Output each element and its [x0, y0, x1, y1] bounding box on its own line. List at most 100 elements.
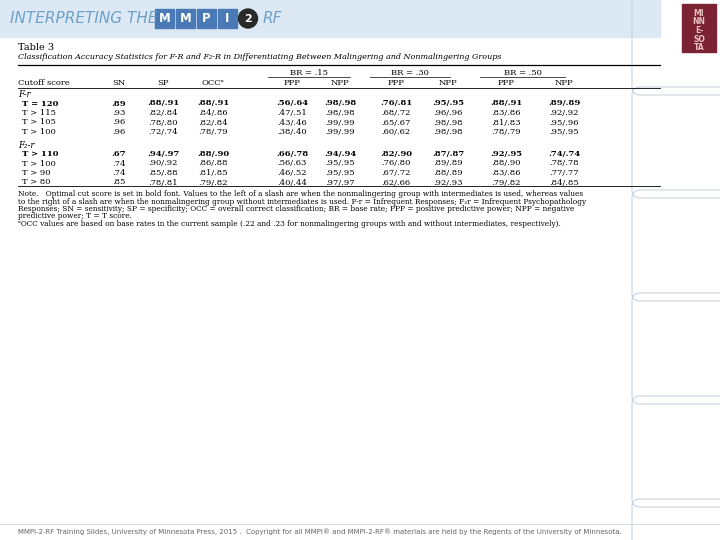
Text: MI: MI — [693, 9, 704, 18]
Text: T = 120: T = 120 — [22, 99, 58, 107]
Text: .74: .74 — [112, 159, 126, 167]
Text: .83/.86: .83/.86 — [491, 109, 521, 117]
Text: RF: RF — [263, 11, 282, 26]
Text: Cutoff score: Cutoff score — [18, 79, 70, 87]
Bar — [218, 9, 237, 28]
Text: .85/.88: .85/.88 — [148, 169, 178, 177]
Text: .98/.98: .98/.98 — [324, 99, 356, 107]
Text: PPP: PPP — [498, 79, 514, 87]
Text: M: M — [158, 12, 171, 25]
Text: T > 100: T > 100 — [22, 128, 55, 136]
Text: to the right of a slash are when the nonmalingering group without intermediates : to the right of a slash are when the non… — [18, 198, 586, 206]
Text: .88/.91: .88/.91 — [147, 99, 179, 107]
Text: .67: .67 — [112, 150, 126, 158]
Text: BR = .15: BR = .15 — [290, 69, 328, 77]
Text: SN: SN — [112, 79, 125, 87]
Text: Responses; SN = sensitivity; SP = specificity; OCC = overall correct classificat: Responses; SN = sensitivity; SP = specif… — [18, 205, 575, 213]
Text: .99/.99: .99/.99 — [325, 128, 355, 136]
Text: .81/.83: .81/.83 — [491, 118, 521, 126]
Text: ᵃOCC values are based on base rates in the current sample (.22 and .23 for nonma: ᵃOCC values are based on base rates in t… — [18, 220, 561, 228]
Text: .56/.63: .56/.63 — [277, 159, 307, 167]
Text: .81/.85: .81/.85 — [198, 169, 228, 177]
Text: F-r: F-r — [18, 90, 31, 99]
Text: .93: .93 — [112, 109, 126, 117]
Text: .96/.96: .96/.96 — [433, 109, 463, 117]
Circle shape — [238, 9, 258, 28]
Bar — [682, 4, 716, 52]
Text: .62/.66: .62/.66 — [382, 179, 410, 186]
Text: .98/.98: .98/.98 — [433, 128, 463, 136]
Text: P: P — [202, 12, 211, 25]
Text: OCCᵃ: OCCᵃ — [202, 79, 225, 87]
Text: .89: .89 — [112, 99, 126, 107]
Text: PPP: PPP — [387, 79, 405, 87]
Text: .84/.86: .84/.86 — [198, 109, 228, 117]
Text: SO: SO — [693, 35, 705, 44]
Text: Note.   Optimal cut score is set in bold font. Values to the left of a slash are: Note. Optimal cut score is set in bold f… — [18, 190, 583, 198]
Text: .67/.72: .67/.72 — [382, 169, 410, 177]
Text: .85: .85 — [112, 179, 126, 186]
Text: .90/.92: .90/.92 — [148, 159, 178, 167]
Text: .87/.87: .87/.87 — [432, 150, 464, 158]
Text: T > 105: T > 105 — [22, 118, 56, 126]
Bar — [155, 9, 174, 28]
Text: .60/.62: .60/.62 — [382, 128, 410, 136]
Text: .82/.84: .82/.84 — [198, 118, 228, 126]
Text: .77/.77: .77/.77 — [549, 169, 579, 177]
Text: .95/.95: .95/.95 — [549, 128, 579, 136]
Text: .47/.51: .47/.51 — [277, 109, 307, 117]
Text: .68/.72: .68/.72 — [382, 109, 410, 117]
Text: INTERPRETING THE: INTERPRETING THE — [10, 11, 158, 26]
Text: T > 80: T > 80 — [22, 179, 50, 186]
Text: .89/.89: .89/.89 — [548, 99, 580, 107]
Text: T > 100: T > 100 — [22, 159, 55, 167]
Text: NPP: NPP — [438, 79, 457, 87]
Text: .95/.95: .95/.95 — [325, 159, 355, 167]
Text: .88/.89: .88/.89 — [433, 169, 463, 177]
Text: .88/.90: .88/.90 — [197, 150, 229, 158]
Text: PPP: PPP — [284, 79, 300, 87]
Text: .43/.46: .43/.46 — [277, 118, 307, 126]
Text: NN: NN — [693, 17, 706, 26]
Bar — [176, 9, 195, 28]
Text: T > 90: T > 90 — [22, 169, 50, 177]
Text: .74: .74 — [112, 169, 126, 177]
Text: .65/.67: .65/.67 — [382, 118, 410, 126]
Text: BR = .30: BR = .30 — [391, 69, 429, 77]
Text: .95/.95: .95/.95 — [325, 169, 355, 177]
Text: .79/.82: .79/.82 — [491, 179, 521, 186]
Text: .96: .96 — [112, 118, 125, 126]
Text: .99/.99: .99/.99 — [325, 118, 355, 126]
Text: .98/.98: .98/.98 — [325, 109, 355, 117]
Text: M: M — [179, 12, 192, 25]
Text: .95/.95: .95/.95 — [432, 99, 464, 107]
Text: F₂-r: F₂-r — [18, 140, 35, 150]
Text: .88/.91: .88/.91 — [197, 99, 229, 107]
Text: .40/.44: .40/.44 — [277, 179, 307, 186]
Text: Classification Accuracy Statistics for F-R and F₂-R in Differentiating Between M: Classification Accuracy Statistics for F… — [18, 53, 502, 61]
Text: E-: E- — [695, 26, 703, 35]
Text: .86/.88: .86/.88 — [198, 159, 228, 167]
Text: .82/.84: .82/.84 — [148, 109, 178, 117]
Text: .38/.40: .38/.40 — [277, 128, 307, 136]
Text: Table 3: Table 3 — [18, 43, 54, 52]
Text: TA: TA — [693, 43, 704, 52]
Text: NPP: NPP — [330, 79, 349, 87]
Text: T > 110: T > 110 — [22, 150, 58, 158]
Text: BR = .50: BR = .50 — [503, 69, 541, 77]
Text: .89/.89: .89/.89 — [433, 159, 463, 167]
Text: .84/.85: .84/.85 — [549, 179, 579, 186]
Text: .95/.96: .95/.96 — [549, 118, 579, 126]
Text: .78/.81: .78/.81 — [148, 179, 178, 186]
Text: T > 115: T > 115 — [22, 109, 56, 117]
Text: .76/.81: .76/.81 — [380, 99, 412, 107]
Text: MMPI-2-RF Training Slides, University of Minnesota Press, 2015 .  Copyright for : MMPI-2-RF Training Slides, University of… — [18, 529, 622, 535]
Text: predictive power; T = T score.: predictive power; T = T score. — [18, 213, 132, 220]
Text: I: I — [225, 12, 230, 25]
Text: .94/.97: .94/.97 — [147, 150, 179, 158]
Text: .79/.82: .79/.82 — [198, 179, 228, 186]
Text: .78/.79: .78/.79 — [491, 128, 521, 136]
Text: .97/.97: .97/.97 — [325, 179, 355, 186]
Text: 2: 2 — [244, 14, 252, 24]
Text: .66/.78: .66/.78 — [276, 150, 308, 158]
